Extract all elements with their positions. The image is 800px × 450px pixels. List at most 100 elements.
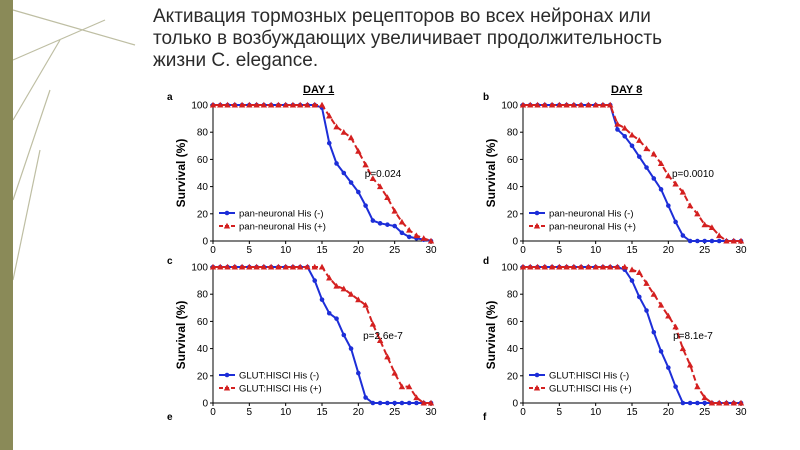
legend-swatch-marker [223, 384, 231, 391]
x-tick-label: 10 [280, 407, 292, 418]
data-point [672, 323, 679, 330]
data-point [716, 238, 722, 244]
data-point [304, 263, 311, 270]
chart-panel-c: 0 20 40 60 80 100 0 5 10 15 20 25 30 Survival (%) p=2.… [174, 263, 437, 419]
data-point [224, 101, 231, 108]
data-point [318, 263, 326, 270]
legend-swatch-marker [534, 210, 540, 216]
x-tick-label: 0 [520, 245, 526, 256]
data-point [370, 400, 376, 406]
y-tick-label: 0 [202, 399, 208, 410]
data-point [672, 180, 679, 187]
data-point [534, 101, 541, 108]
p-value-annotation: p=0.024 [365, 169, 402, 180]
x-tick-label: 20 [353, 407, 365, 418]
data-point [376, 183, 384, 190]
data-point [326, 112, 333, 119]
legend-swatch-marker [534, 372, 540, 378]
chart-panel-b: 0 20 40 60 80 100 0 5 10 15 20 25 30 Survival (%) p=0.… [484, 101, 747, 257]
x-tick-label: 25 [699, 245, 711, 256]
slide-decoration [12, 9, 136, 281]
y-tick-label: 20 [507, 371, 519, 382]
data-point [399, 230, 405, 236]
y-tick-label: 60 [507, 317, 519, 328]
data-point [548, 101, 556, 108]
legend-entry: pan-neuronal His (-) [239, 209, 323, 220]
data-point [311, 263, 318, 270]
data-point [420, 399, 427, 406]
data-point [702, 400, 707, 406]
data-point [702, 238, 707, 244]
x-tick-label: 5 [557, 245, 563, 256]
data-point [217, 101, 224, 108]
data-point [621, 124, 628, 131]
data-point [644, 165, 649, 170]
data-point [737, 237, 745, 244]
x-tick-label: 25 [389, 407, 401, 418]
data-point [570, 263, 578, 270]
data-point [585, 263, 592, 270]
slide-accent-bar [0, 0, 13, 450]
data-point [577, 101, 585, 108]
y-tick-label: 40 [197, 182, 209, 193]
legend-swatch-marker [533, 384, 541, 391]
chart-panel-d: 0 20 40 60 80 100 0 5 10 15 20 25 30 Survival (%) p=8.… [484, 263, 747, 419]
data-point [548, 263, 556, 270]
data-point [680, 400, 686, 406]
x-tick-label: 10 [280, 245, 292, 256]
day-8-label: DAY 8 [611, 84, 643, 96]
data-point [679, 188, 687, 195]
y-tick-label: 40 [507, 182, 519, 193]
data-point [628, 266, 636, 273]
data-point [370, 218, 376, 223]
data-point [665, 312, 672, 319]
data-point [651, 176, 657, 181]
data-point [673, 384, 678, 389]
data-point [355, 296, 362, 303]
x-tick-label: 15 [626, 407, 638, 418]
data-point [398, 218, 406, 225]
data-point [737, 399, 745, 406]
y-tick-label: 80 [507, 128, 519, 139]
data-point [577, 263, 585, 270]
data-point [385, 400, 390, 406]
data-point [369, 320, 377, 327]
panel-letter-d: d [483, 256, 490, 267]
data-point [355, 148, 362, 154]
x-tick-label: 30 [425, 245, 437, 256]
data-point [657, 301, 665, 308]
data-point [636, 137, 643, 143]
data-point [392, 223, 397, 229]
data-point [607, 263, 614, 270]
data-point [341, 170, 347, 176]
legend-swatch-marker [224, 372, 230, 378]
data-point [592, 263, 599, 270]
y-tick-label: 80 [197, 128, 209, 139]
data-point [391, 369, 398, 376]
data-point [363, 395, 368, 400]
data-point [414, 400, 419, 406]
data-point [527, 263, 534, 270]
y-tick-label: 20 [197, 209, 209, 220]
data-point [333, 282, 340, 289]
y-tick-label: 60 [197, 155, 209, 166]
data-point [356, 189, 361, 195]
data-point [534, 263, 541, 270]
data-point [636, 294, 642, 300]
title-line: Активация тормозных рецепторов во всех н… [153, 6, 651, 27]
y-tick-label: 60 [507, 155, 519, 166]
data-point [658, 349, 664, 354]
data-point [406, 234, 412, 240]
data-point [657, 160, 665, 167]
data-point [238, 263, 246, 270]
data-point [224, 263, 231, 270]
data-point [267, 263, 275, 270]
data-point [427, 399, 435, 406]
data-point [666, 365, 671, 370]
data-point [629, 143, 635, 149]
data-point [695, 238, 700, 244]
data-point [304, 101, 311, 108]
x-tick-label: 10 [590, 245, 602, 256]
data-point [413, 394, 420, 401]
